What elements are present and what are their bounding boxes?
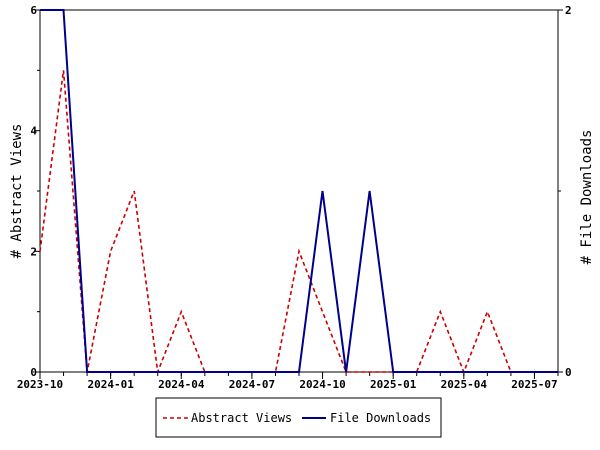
x-tick-label: 2025-07 <box>511 378 557 391</box>
legend: Abstract Views File Downloads <box>155 397 442 438</box>
series-line-abstract-views <box>39 70 558 375</box>
x-axis: 2023-10 2024-01 2024-04 2024-07 2024-10 2025-… <box>17 372 559 391</box>
y-tick-label: 6 <box>30 4 37 17</box>
series-line-file-downloads <box>40 9 558 373</box>
y-tick-label: 0 <box>30 366 37 379</box>
y-axis-left: 0 2 4 6 <box>30 4 40 379</box>
plot-area <box>39 9 559 373</box>
x-tick-label: 2025-04 <box>441 378 488 391</box>
x-tick-label: 2024-10 <box>299 378 345 391</box>
x-tick-label: 2025-01 <box>370 378 417 391</box>
y-axis-title: # Abstract Views <box>9 124 25 259</box>
y-axis-right: 02 <box>558 4 572 379</box>
series-layer <box>39 9 558 375</box>
x-tick-label: 2023-10 <box>17 378 63 391</box>
legend-label-abstract-views: Abstract Views <box>191 411 292 425</box>
x-tick-label: 2024-07 <box>229 378 275 391</box>
x-tick-label: 2024-01 <box>87 378 134 391</box>
y2-tick-label: 0 <box>565 366 572 379</box>
y-tick-label: 2 <box>30 245 37 258</box>
legend-label-file-downloads: File Downloads <box>330 411 431 425</box>
y2-tick-label: 2 <box>565 4 572 17</box>
x-tick-label: 2024-04 <box>158 378 205 391</box>
y2-axis-title: # File Downloads <box>579 130 595 265</box>
y-tick-label: 4 <box>30 125 37 138</box>
legend-box <box>155 397 442 438</box>
